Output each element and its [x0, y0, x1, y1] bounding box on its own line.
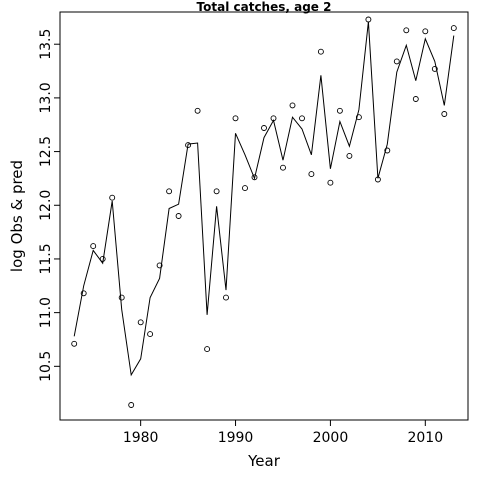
- x-tick-label: 1990: [218, 430, 254, 446]
- x-tick-label: 1980: [123, 430, 159, 446]
- observed-point: [128, 402, 135, 408]
- y-tick-label: 11.5: [38, 243, 54, 274]
- y-tick-label: 12.5: [38, 136, 54, 167]
- observed-point: [223, 294, 229, 301]
- observed-point: [242, 185, 248, 192]
- x-tick-label: 2000: [313, 430, 349, 446]
- observed-point: [213, 188, 220, 195]
- observed-point: [346, 152, 353, 159]
- observed-point: [204, 346, 211, 353]
- observed-point: [393, 58, 400, 65]
- observed-point: [317, 48, 324, 55]
- observed-point: [80, 290, 87, 297]
- y-tick-label: 10.5: [38, 351, 54, 382]
- observed-point: [261, 125, 267, 131]
- y-tick-label: 12.0: [38, 190, 54, 221]
- predicted-line: [73, 21, 455, 377]
- observed-point: [336, 107, 343, 114]
- x-tick-label: 2010: [407, 430, 443, 446]
- observed-point: [175, 213, 182, 219]
- observed-point: [403, 27, 410, 34]
- y-tick-label: 11.0: [38, 297, 54, 328]
- observed-point: [71, 340, 78, 347]
- series-layer: [71, 16, 457, 408]
- observed-point: [251, 174, 258, 181]
- observed-point: [147, 331, 154, 338]
- observed-point: [441, 111, 448, 117]
- observed-point: [185, 142, 192, 149]
- observed-point: [308, 171, 315, 178]
- observed-point: [280, 164, 286, 171]
- observed-point: [365, 16, 372, 23]
- observed-point: [232, 115, 239, 122]
- observed-point: [327, 179, 334, 186]
- observed-point: [118, 294, 125, 301]
- y-tick-label: 13.5: [38, 29, 54, 60]
- observed-point: [299, 115, 305, 122]
- y-axis-label: log Obs & pred: [8, 160, 26, 272]
- observed-point: [194, 107, 201, 114]
- observed-point: [355, 114, 362, 121]
- chart-title: Total catches, age 2: [197, 0, 332, 14]
- observed-point: [156, 262, 163, 269]
- observed-point: [137, 319, 144, 326]
- observed-point: [422, 28, 429, 35]
- observed-point: [109, 194, 116, 201]
- observed-point: [450, 25, 457, 32]
- y-tick-label: 13.0: [38, 82, 54, 113]
- x-axis-label: Year: [247, 452, 281, 470]
- observed-point: [431, 65, 438, 72]
- plot-frame: [59, 11, 469, 421]
- observed-point: [90, 243, 97, 250]
- observed-point: [166, 188, 173, 195]
- x-axis: 1980 1990 2000 2010: [123, 420, 443, 446]
- observed-point: [289, 102, 296, 109]
- y-axis: 10.5 11.0 11.5 12.0 12.5 13.0 13.5: [38, 29, 60, 382]
- observed-point: [412, 96, 419, 102]
- observed-point: [384, 147, 391, 154]
